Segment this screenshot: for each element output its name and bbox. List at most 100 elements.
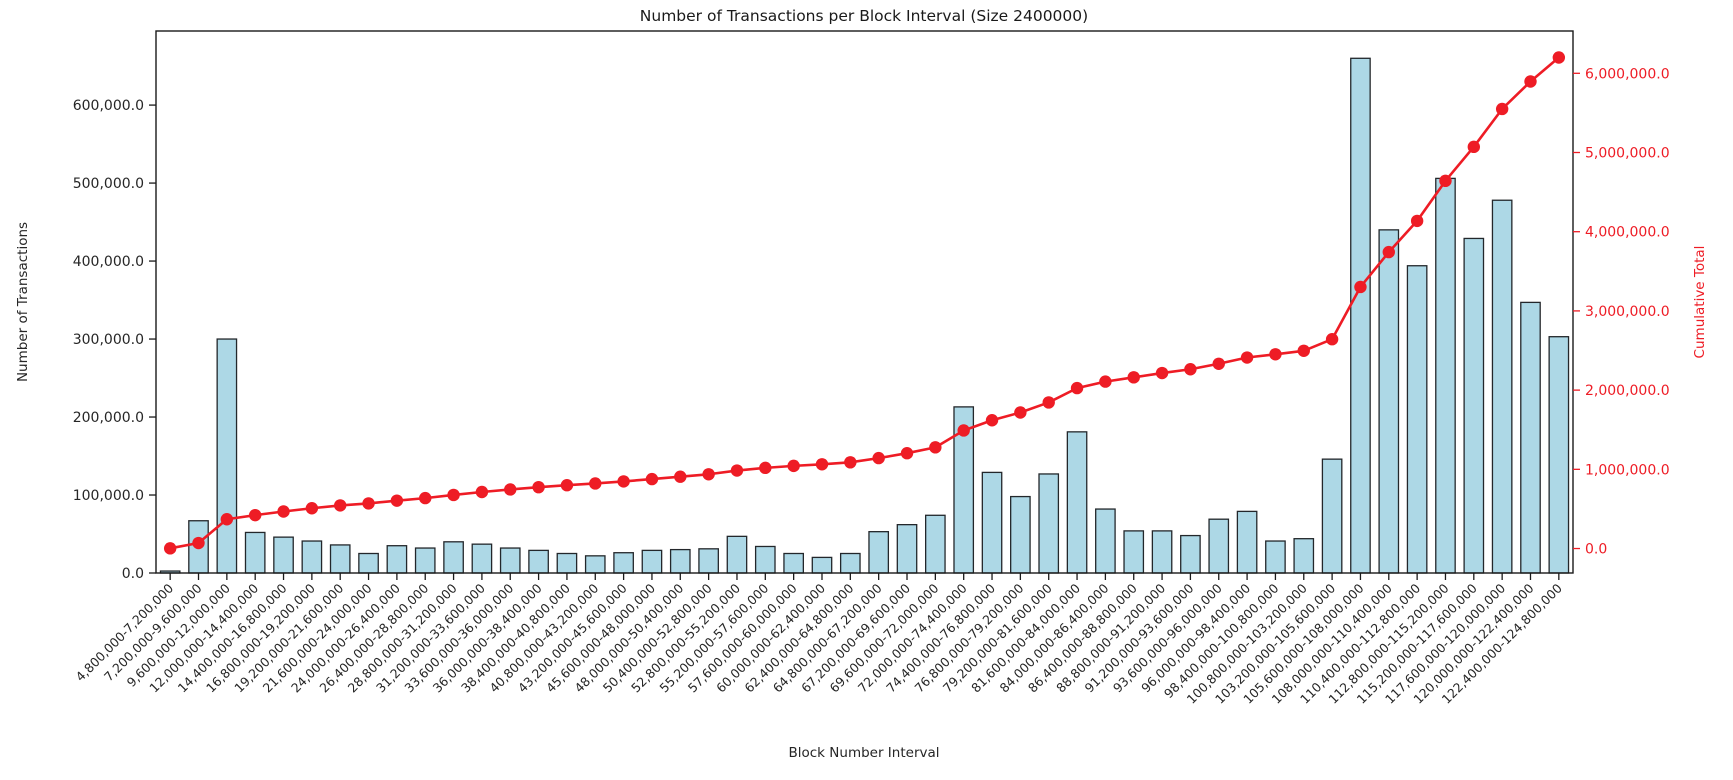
x-axis-label: Block Number Interval (788, 745, 939, 761)
cumulative-point (617, 475, 630, 488)
cumulative-point (1382, 245, 1395, 259)
bar (698, 548, 719, 574)
cumulative-point (504, 483, 517, 496)
bar (669, 548, 691, 574)
cumulative-point (702, 468, 715, 481)
bar (641, 549, 663, 574)
cumulative-point (1524, 75, 1537, 88)
right-tick-label: 0.0 (1585, 542, 1607, 558)
cumulative-point (985, 414, 999, 427)
cumulative-point (362, 497, 375, 510)
bar (1406, 265, 1428, 574)
cumulative-point (1212, 357, 1225, 370)
chart-title: Number of Transactions per Block Interva… (640, 7, 1088, 25)
left-tick-label: 600,000.0 (73, 98, 144, 114)
cumulative-point (730, 464, 744, 477)
cumulative-point (248, 508, 262, 522)
bars-layer (159, 57, 1570, 574)
cumulative-point (674, 470, 687, 483)
bar (1321, 458, 1343, 574)
bar (358, 552, 379, 574)
bar (471, 543, 493, 574)
bar (584, 555, 606, 574)
cumulative-point (1155, 366, 1169, 380)
cumulative-point (560, 479, 574, 492)
bar (528, 549, 549, 574)
bar (244, 531, 266, 574)
bar (1180, 534, 1201, 574)
bar (216, 338, 238, 574)
bar (1350, 57, 1371, 574)
cumulative-point (475, 485, 489, 499)
left-tick-label: 0.0 (122, 566, 144, 582)
bar (1548, 336, 1570, 574)
cumulative-point (447, 488, 460, 502)
cumulative-point (1410, 214, 1424, 228)
left-tick-label: 200,000.0 (73, 410, 144, 426)
cumulative-point (1552, 51, 1566, 64)
cumulative-point (1467, 140, 1481, 154)
cumulative-point (844, 456, 857, 469)
bar (1491, 199, 1513, 574)
bar (1236, 510, 1258, 574)
cumulative-point (957, 424, 970, 437)
bar (783, 552, 805, 574)
bar (1066, 431, 1088, 574)
bar (1293, 538, 1315, 574)
cumulative-point (163, 542, 177, 555)
bar (1208, 518, 1230, 574)
bar (414, 547, 436, 574)
bar (1463, 237, 1485, 574)
bar (329, 544, 351, 574)
left-tick-label: 300,000.0 (73, 332, 144, 348)
bar (1435, 177, 1456, 574)
cumulative-point (787, 459, 800, 473)
cumulative-point (1184, 363, 1197, 376)
cumulative-point (277, 505, 290, 518)
cumulative-point (900, 447, 914, 460)
cumulative-point (1240, 351, 1254, 364)
bar (1520, 301, 1541, 574)
bar (868, 531, 890, 574)
bar (1095, 508, 1116, 574)
bar (1265, 540, 1286, 574)
cumulative-point (1014, 406, 1027, 419)
cumulative-point (872, 451, 885, 465)
cumulative-point (1495, 102, 1509, 116)
plot-border (155, 30, 1574, 574)
bar (443, 541, 464, 574)
bar (386, 545, 408, 574)
cumulative-point (1297, 344, 1310, 357)
bar (754, 545, 776, 574)
cumulative-point (220, 513, 234, 526)
cumulative-point (1439, 174, 1452, 188)
axes-layer: 0.0 100,000.0 200,000.0 300,000.0 400,000.0 5… (73, 30, 1670, 707)
cumulative-point (645, 472, 659, 486)
cumulative-point (192, 536, 205, 550)
cumulative-point (759, 461, 772, 475)
right-tick-label: 3,000,000.0 (1585, 304, 1670, 320)
cumulative-point (419, 491, 432, 505)
right-tick-label: 2,000,000.0 (1585, 383, 1670, 399)
cumulative-point (815, 458, 829, 471)
cumulative-point (1042, 396, 1055, 409)
bar (726, 535, 748, 574)
cumulative-point (390, 494, 404, 507)
bar (499, 547, 521, 574)
bar (811, 556, 833, 574)
cumulative-point (305, 502, 319, 515)
bar (925, 514, 946, 574)
y-axis-label-right: Cumulative Total (1692, 246, 1708, 359)
bar (1151, 530, 1173, 574)
cumulative-point (1354, 280, 1367, 294)
bar (273, 536, 294, 574)
bar (1123, 530, 1145, 574)
left-tick-label: 500,000.0 (73, 176, 144, 192)
left-tick-label: 400,000.0 (73, 254, 144, 270)
y-axis-label-left: Number of Transactions (15, 222, 31, 382)
cumulative-point (1269, 348, 1282, 361)
cumulative-point (589, 477, 602, 490)
cumulative-point (532, 480, 545, 494)
bar (981, 471, 1003, 574)
